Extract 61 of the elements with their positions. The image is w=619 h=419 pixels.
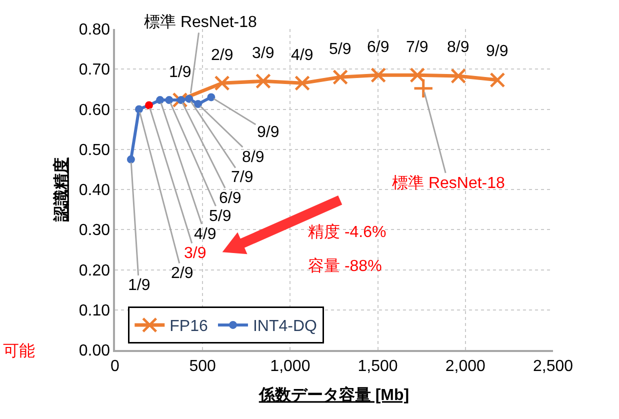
point [413, 78, 434, 99]
data-label: 5/9 [209, 208, 232, 225]
point [156, 96, 164, 104]
point [126, 155, 135, 164]
point [410, 67, 426, 83]
data-label: 3/9 [184, 245, 206, 262]
point [165, 96, 174, 104]
y-tick-label: 0.50 [78, 142, 110, 159]
data-label: 7/9 [406, 39, 428, 56]
annotation: 容量 -88% [308, 257, 382, 275]
point [185, 94, 194, 103]
data-label: 1/9 [128, 277, 150, 294]
annotation: 標準 ResNet-18 [144, 13, 258, 31]
x-tick-label: 0 [110, 358, 120, 375]
point [135, 105, 143, 114]
y-tick-label: 0.30 [78, 222, 110, 240]
point [194, 100, 202, 108]
data-label: 3/9 [252, 45, 274, 62]
point [450, 68, 466, 84]
data-label: 9/9 [486, 43, 508, 60]
data-label: 9/9 [257, 124, 280, 141]
point [214, 75, 230, 91]
y-tick-label: 0.10 [78, 302, 110, 320]
data-label: 2/9 [171, 265, 194, 282]
legend-label: INT4-DQ [252, 318, 317, 336]
x-tick-label: 500 [189, 358, 216, 375]
point [490, 72, 506, 88]
point [255, 73, 271, 89]
x-tick-label: 2,000 [445, 358, 486, 375]
point [370, 67, 386, 83]
x-tick-label: 1,000 [270, 358, 310, 375]
data-label: 8/9 [447, 39, 470, 56]
point [177, 96, 186, 104]
annotation: 標準 ResNet-18 [392, 174, 506, 192]
data-label: 4/9 [291, 47, 314, 64]
data-label: 4/9 [194, 226, 216, 243]
y-tick-label: 0.00 [78, 342, 110, 360]
annotation: 精度 -4.6% [308, 223, 386, 241]
data-label: 6/9 [367, 39, 390, 56]
y-tick-label: 0.40 [78, 182, 110, 200]
y-tick-label: 0.70 [78, 62, 110, 79]
legend-label: FP16 [170, 318, 208, 336]
data-label: 2/9 [211, 47, 234, 64]
point [144, 101, 153, 110]
x-axis-title: 係数データ容量 [Mb] [258, 385, 410, 404]
y-tick-label: 0.60 [78, 102, 110, 119]
y-tick-label: 0.80 [78, 22, 110, 39]
x-tick-label: 2,500 [532, 358, 574, 375]
data-label: 5/9 [329, 41, 352, 58]
data-label: 8/9 [242, 149, 264, 166]
x-tick-label: 1,500 [358, 358, 398, 375]
data-label: 6/9 [219, 190, 242, 207]
point [294, 75, 310, 91]
text: 可能 [3, 342, 35, 360]
data-label: 7/9 [231, 169, 254, 186]
point [332, 69, 348, 85]
point [207, 93, 216, 102]
y-tick-label: 0.20 [78, 262, 110, 280]
point [172, 92, 188, 108]
y-axis-title: 認識精度 [51, 158, 70, 222]
data-label: 1/9 [169, 64, 192, 81]
